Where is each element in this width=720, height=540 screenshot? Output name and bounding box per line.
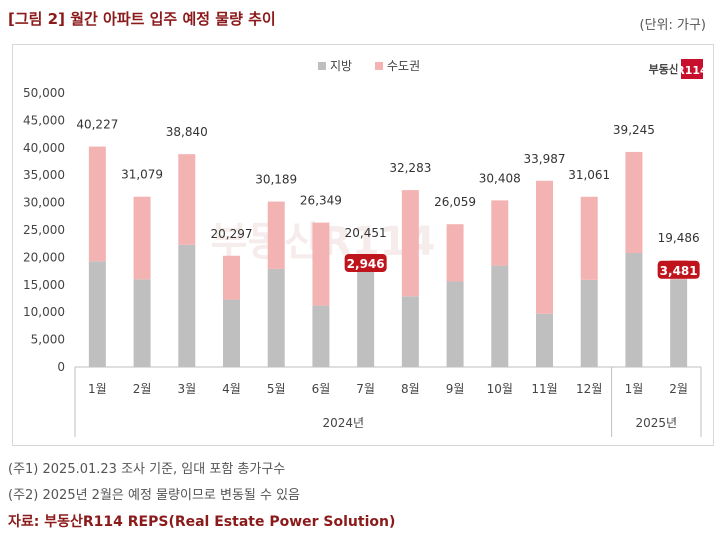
total-data-label: 26,349 — [300, 194, 342, 208]
bar-segment-capital — [267, 201, 285, 269]
logo-text: 부동산 — [649, 62, 679, 76]
highlight-data-label: 2,946 — [347, 257, 385, 271]
x-tick-label: 7월 — [356, 382, 375, 396]
x-tick-label: 2월 — [133, 382, 152, 396]
legend-label-capital: 수도권 — [387, 59, 420, 73]
x-tick-label: 4월 — [222, 382, 241, 396]
highlight-label-box — [657, 260, 700, 279]
x-tick-label: 3월 — [177, 382, 196, 396]
total-data-label: 31,079 — [121, 168, 163, 182]
total-data-label: 38,840 — [166, 125, 208, 139]
legend-label-regional: 지방 — [330, 59, 352, 73]
y-tick-label: 40,000 — [23, 141, 65, 155]
figure-title: [그림 2] 월간 아파트 입주 예정 물량 추이 — [8, 10, 276, 28]
bar-segment-regional — [267, 268, 285, 367]
x-tick-label: 5월 — [267, 382, 286, 396]
bar-segment-capital — [401, 190, 419, 297]
y-tick-label: 0 — [57, 360, 65, 374]
logo-mark-text: R114 — [676, 64, 708, 77]
bar-segment-capital — [312, 222, 330, 306]
x-tick-label: 1월 — [625, 382, 644, 396]
x-tick-label: 9월 — [446, 382, 465, 396]
bar-segment-regional — [133, 279, 151, 367]
x-tick-label: 6월 — [312, 382, 331, 396]
bar-segment-regional — [223, 299, 240, 367]
brand-logo: 부동산 R114 — [649, 59, 708, 79]
highlight-data-label: 3,481 — [660, 264, 698, 278]
footnote-2: (주2) 2025년 2월은 예정 물량이므로 변동될 수 있음 — [8, 488, 301, 503]
y-tick-label: 20,000 — [23, 250, 65, 264]
bar-segment-regional — [491, 265, 509, 367]
highlight-label-box — [344, 254, 387, 273]
y-tick-label: 30,000 — [23, 196, 65, 210]
total-data-label: 33,987 — [524, 152, 566, 166]
bar-segment-regional — [88, 261, 106, 367]
bar-segment-regional — [178, 244, 196, 367]
total-data-label: 30,189 — [255, 173, 297, 187]
bar-segment-regional — [446, 281, 464, 367]
bar-segment-capital — [625, 151, 643, 254]
bar-segment-regional — [580, 279, 598, 367]
bar-segment-capital — [536, 180, 553, 314]
chart-panel: 부동산R114 부동산 R114 지방 수도권 0 5,000 10,000 15,0… — [12, 44, 714, 446]
logo-mark-box — [681, 59, 703, 79]
x-tick-label: 1월 — [88, 382, 107, 396]
x-tick-label: 11월 — [531, 382, 557, 396]
bar-segment-capital — [178, 154, 196, 245]
bar-segment-capital — [491, 200, 509, 266]
x-tick-label: 12월 — [576, 382, 602, 396]
total-data-label: 30,408 — [479, 171, 521, 185]
legend-swatch-capital — [375, 62, 383, 70]
legend-swatch-regional — [318, 62, 326, 70]
x-tick-label: 10월 — [487, 382, 513, 396]
year-group-label: 2025년 — [635, 416, 677, 430]
x-tick-label: 8월 — [401, 382, 420, 396]
chart-legend: 지방 수도권 — [318, 59, 420, 73]
bar-segment-capital — [133, 196, 151, 280]
x-tick-label: 2월 — [669, 382, 688, 396]
y-tick-label: 45,000 — [23, 113, 65, 127]
y-tick-label: 35,000 — [23, 168, 65, 182]
total-data-label: 19,486 — [658, 231, 700, 245]
total-data-label: 39,245 — [613, 123, 655, 137]
bar-segment-capital — [580, 196, 598, 280]
source-line: 자료: 부동산R114 REPS(Real Estate Power Solut… — [8, 514, 396, 530]
bar-segment-capital — [223, 255, 240, 300]
bar-segment-capital — [88, 146, 106, 262]
total-data-label: 26,059 — [434, 195, 476, 209]
total-data-label: 40,227 — [76, 118, 118, 132]
total-data-label: 20,451 — [345, 226, 387, 240]
bar-segment-regional — [401, 296, 419, 367]
bar-segment-regional — [670, 279, 688, 367]
y-tick-label: 10,000 — [23, 305, 65, 319]
total-data-label: 32,283 — [389, 161, 431, 175]
y-tick-label: 50,000 — [23, 86, 65, 100]
stacked-bar-chart: 부동산R114 부동산 R114 지방 수도권 0 5,000 10,000 15,0… — [23, 59, 708, 437]
bar-segment-capital — [446, 224, 464, 282]
bar-segment-regional — [357, 271, 375, 367]
footnote-1: (주1) 2025.01.23 조사 기준, 임대 포함 총가구수 — [8, 462, 286, 477]
y-tick-label: 5,000 — [31, 333, 65, 347]
y-tick-label: 25,000 — [23, 223, 65, 237]
total-data-label: 20,297 — [211, 227, 253, 241]
year-group-label: 2024년 — [322, 416, 364, 430]
total-data-label: 31,061 — [568, 168, 610, 182]
bar-segment-regional — [312, 305, 330, 367]
bar-segment-regional — [625, 253, 643, 367]
bar-segment-regional — [536, 313, 553, 367]
y-tick-label: 15,000 — [23, 278, 65, 292]
unit-label: (단위: 가구) — [639, 18, 707, 33]
